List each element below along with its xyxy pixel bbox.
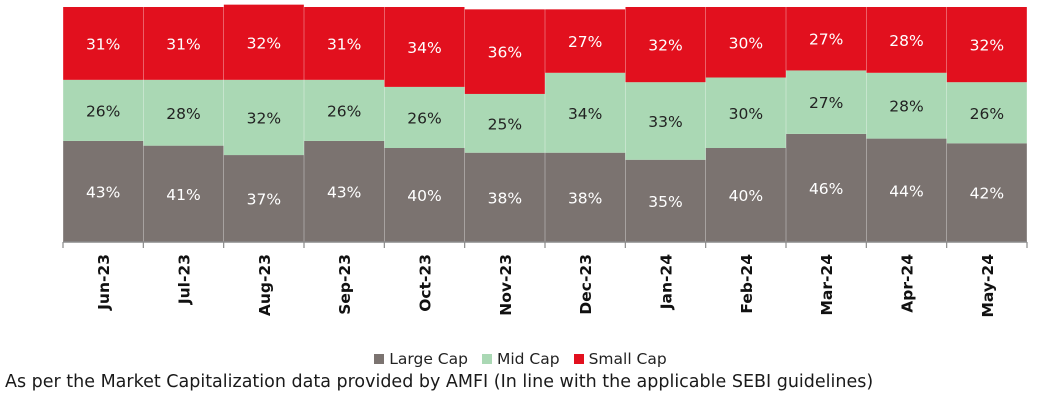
x-tick-label-jun-23: Jun-23 (95, 254, 113, 311)
legend-item-small-cap: Small Cap (573, 350, 667, 368)
x-tick-label-jan-24: Jan-24 (658, 254, 676, 310)
x-tick-label-dec-23: Dec-23 (577, 254, 595, 315)
x-tick-label-sep-23: Sep-23 (336, 254, 354, 315)
data-label-small-cap-jul-23: 31% (166, 35, 200, 53)
data-label-small-cap-mar-24: 27% (809, 31, 843, 49)
bar-large-cap-sep-23 (304, 140, 385, 242)
data-label-large-cap-may-24: 42% (970, 185, 1004, 203)
data-label-large-cap-aug-23: 37% (247, 191, 281, 209)
bar-small-cap-nov-23 (464, 9, 545, 94)
legend-swatch-small-cap (573, 354, 584, 364)
x-tick-label-may-24: May-24 (979, 254, 997, 318)
bar-large-cap-oct-23 (384, 148, 465, 242)
bar-large-cap-feb-24 (705, 148, 786, 242)
bar-small-cap-mar-24 (786, 7, 867, 71)
data-label-small-cap-oct-23: 34% (407, 39, 441, 57)
bar-mid-cap-mar-24 (786, 70, 867, 134)
chart-footnote: As per the Market Capitalization data pr… (5, 372, 874, 392)
data-label-mid-cap-nov-23: 25% (488, 115, 522, 133)
data-label-large-cap-mar-24: 46% (809, 180, 843, 198)
data-label-small-cap-jun-23: 31% (86, 35, 120, 53)
legend-label-mid-cap: Mid Cap (496, 350, 560, 368)
bar-large-cap-may-24 (946, 143, 1027, 242)
bar-small-cap-sep-23 (304, 7, 385, 80)
data-label-mid-cap-mar-24: 27% (809, 94, 843, 112)
data-label-small-cap-nov-23: 36% (488, 44, 522, 62)
bar-mid-cap-jan-24 (625, 82, 706, 160)
data-label-large-cap-dec-23: 38% (568, 189, 602, 207)
bar-large-cap-apr-24 (866, 138, 947, 242)
bar-small-cap-jun-23 (63, 7, 144, 80)
data-label-large-cap-oct-23: 40% (407, 187, 441, 205)
bar-mid-cap-dec-23 (545, 72, 626, 153)
bar-mid-cap-sep-23 (304, 79, 385, 141)
bar-mid-cap-jul-23 (143, 79, 224, 146)
data-label-large-cap-jan-24: 35% (648, 193, 682, 211)
bar-large-cap-nov-23 (464, 152, 545, 242)
bar-large-cap-aug-23 (223, 155, 304, 242)
x-tick-label-feb-24: Feb-24 (738, 254, 756, 314)
bar-large-cap-mar-24 (786, 133, 867, 242)
bar-small-cap-oct-23 (384, 7, 465, 87)
data-label-small-cap-sep-23: 31% (327, 35, 361, 53)
bar-small-cap-apr-24 (866, 7, 947, 73)
bar-small-cap-jan-24 (625, 7, 706, 83)
bar-mid-cap-jun-23 (63, 79, 144, 141)
data-label-mid-cap-jun-23: 26% (86, 102, 120, 120)
data-label-large-cap-apr-24: 44% (889, 182, 923, 200)
data-label-small-cap-may-24: 32% (970, 37, 1004, 55)
data-label-small-cap-dec-23: 27% (568, 33, 602, 51)
data-label-mid-cap-may-24: 26% (970, 105, 1004, 123)
bar-large-cap-jun-23 (63, 140, 144, 242)
x-tick-label-oct-23: Oct-23 (417, 254, 435, 312)
bar-small-cap-jul-23 (143, 7, 224, 80)
bar-mid-cap-aug-23 (223, 79, 304, 156)
legend-swatch-mid-cap (481, 354, 492, 364)
data-label-mid-cap-feb-24: 30% (729, 105, 763, 123)
x-tick-label-aug-23: Aug-23 (256, 254, 274, 316)
bar-small-cap-dec-23 (545, 9, 626, 73)
data-label-mid-cap-apr-24: 28% (889, 98, 923, 116)
legend-item-large-cap: Large Cap (374, 350, 468, 368)
data-label-small-cap-feb-24: 30% (729, 34, 763, 52)
legend-item-mid-cap: Mid Cap (481, 350, 560, 368)
data-label-mid-cap-aug-23: 32% (247, 109, 281, 127)
data-label-large-cap-sep-23: 43% (327, 183, 361, 201)
data-label-mid-cap-jan-24: 33% (648, 113, 682, 131)
x-tick-label-nov-23: Nov-23 (497, 254, 515, 316)
data-label-large-cap-jun-23: 43% (86, 183, 120, 201)
data-label-small-cap-apr-24: 28% (889, 32, 923, 50)
data-label-small-cap-aug-23: 32% (247, 34, 281, 52)
bar-large-cap-jul-23 (143, 145, 224, 242)
bar-mid-cap-nov-23 (464, 93, 545, 153)
bar-small-cap-feb-24 (705, 7, 786, 78)
bar-mid-cap-apr-24 (866, 72, 947, 139)
bar-mid-cap-oct-23 (384, 86, 465, 148)
legend-label-large-cap: Large Cap (389, 350, 468, 368)
bar-large-cap-jan-24 (625, 159, 706, 242)
stacked-bar-chart: 43% 26% 31% Jun-23 41% 28% 31% Jul-23 37% 32% 32% A… (62, 4, 1028, 318)
chart-legend: Large Cap Mid Cap Small Cap (0, 350, 1041, 368)
data-label-large-cap-jul-23: 41% (166, 186, 200, 204)
data-label-large-cap-nov-23: 38% (488, 189, 522, 207)
data-label-mid-cap-sep-23: 26% (327, 102, 361, 120)
data-label-mid-cap-dec-23: 34% (568, 105, 602, 123)
bar-small-cap-may-24 (946, 7, 1027, 83)
x-tick-label-mar-24: Mar-24 (818, 254, 836, 316)
x-tick-label-jul-23: Jul-23 (176, 254, 194, 305)
legend-label-small-cap: Small Cap (588, 350, 667, 368)
legend-swatch-large-cap (374, 354, 385, 364)
data-label-mid-cap-jul-23: 28% (166, 105, 200, 123)
bar-mid-cap-may-24 (946, 82, 1027, 144)
data-label-small-cap-jan-24: 32% (648, 37, 682, 55)
data-label-large-cap-feb-24: 40% (729, 187, 763, 205)
bar-large-cap-dec-23 (545, 152, 626, 242)
bar-small-cap-aug-23 (223, 4, 304, 80)
bar-mid-cap-feb-24 (705, 77, 786, 148)
x-tick-label-apr-24: Apr-24 (899, 254, 917, 313)
data-label-mid-cap-oct-23: 26% (407, 109, 441, 127)
